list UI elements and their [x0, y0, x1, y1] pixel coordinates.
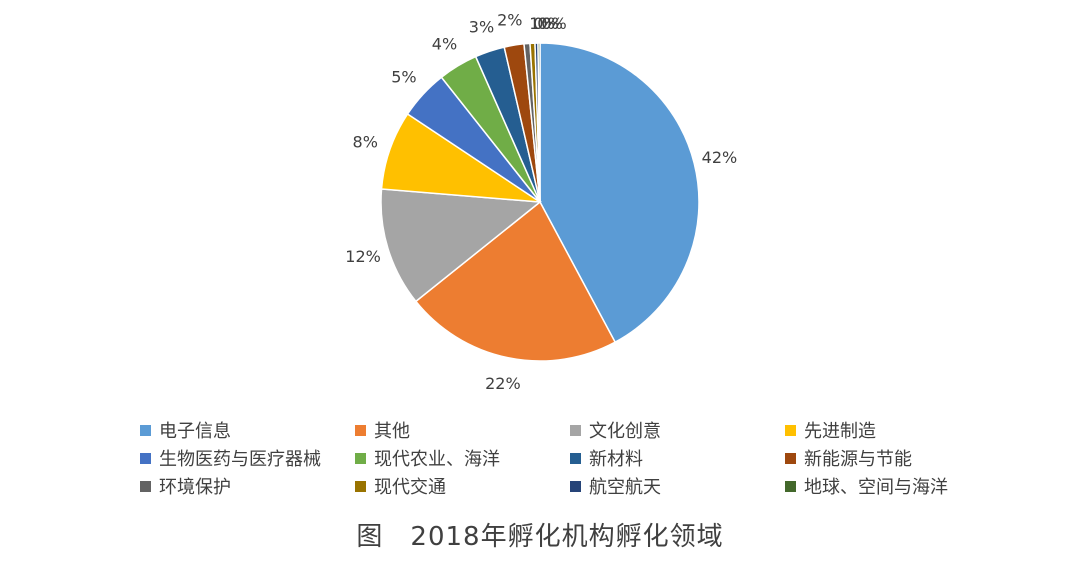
data-label-0: 42% [702, 148, 738, 167]
pie-chart: 42% 22% 12% 8% 5% 4% 3% 2% 1%0%0%0% [345, 10, 738, 393]
pie-slice-11 [537, 42, 541, 203]
legend-item-10: 航空航天 [570, 474, 785, 498]
legend-label: 其他 [374, 421, 410, 442]
data-label-11: 0% [541, 14, 566, 33]
legend-label: 新材料 [589, 449, 643, 470]
legend-swatch [140, 452, 151, 464]
legend-label: 现代农业、海洋 [374, 449, 500, 470]
legend-swatch [570, 452, 581, 464]
legend-item-6: 新材料 [570, 446, 785, 470]
data-label-2: 12% [345, 247, 381, 266]
legend-swatch [355, 452, 366, 464]
data-label-9: 0% [533, 14, 558, 33]
pie-slice-0 [539, 42, 700, 344]
legend-swatch [140, 424, 151, 436]
legend-label: 现代交通 [374, 477, 446, 498]
legend-item-2: 文化创意 [570, 418, 785, 442]
legend-swatch [140, 480, 151, 492]
legend-label: 电子信息 [159, 421, 231, 442]
legend-item-11: 地球、空间与海洋 [785, 474, 1000, 498]
legend-label: 新能源与节能 [804, 449, 912, 470]
legend: 电子信息 其他 文化创意 先进制造生物医药与医疗器械 现代农业、海洋 新材料 新能源与节能环… [140, 418, 1000, 498]
legend-item-1: 其他 [355, 418, 570, 442]
data-label-1: 22% [485, 374, 521, 393]
legend-swatch [785, 424, 796, 436]
chart-title: 图 2018年孵化机构孵化领域 [356, 522, 724, 552]
legend-label: 地球、空间与海洋 [804, 477, 948, 498]
legend-swatch [570, 424, 581, 436]
data-label-7: 2% [497, 10, 522, 29]
data-label-6: 3% [469, 17, 494, 36]
pie-slice-2 [380, 188, 542, 303]
data-label-8: 1% [529, 14, 554, 33]
legend-label: 文化创意 [589, 421, 661, 442]
legend-item-3: 先进制造 [785, 418, 1000, 442]
legend-label: 环境保护 [159, 477, 231, 498]
legend-swatch [355, 480, 366, 492]
legend-swatch [785, 480, 796, 492]
legend-swatch [355, 424, 366, 436]
data-label-3: 8% [353, 132, 378, 151]
data-label-10: 0% [537, 14, 562, 33]
legend-item-4: 生物医药与医疗器械 [140, 446, 355, 470]
legend-item-8: 环境保护 [140, 474, 355, 498]
data-label-4: 5% [391, 68, 416, 87]
legend-item-5: 现代农业、海洋 [355, 446, 570, 470]
legend-label: 先进制造 [804, 421, 876, 442]
legend-item-0: 电子信息 [140, 418, 355, 442]
pie-slice-1 [414, 200, 617, 362]
legend-swatch [570, 480, 581, 492]
legend-label: 生物医药与医疗器械 [159, 449, 321, 470]
legend-label: 航空航天 [589, 477, 661, 498]
legend-item-7: 新能源与节能 [785, 446, 1000, 470]
legend-item-9: 现代交通 [355, 474, 570, 498]
legend-swatch [785, 452, 796, 464]
data-label-5: 4% [432, 35, 457, 54]
